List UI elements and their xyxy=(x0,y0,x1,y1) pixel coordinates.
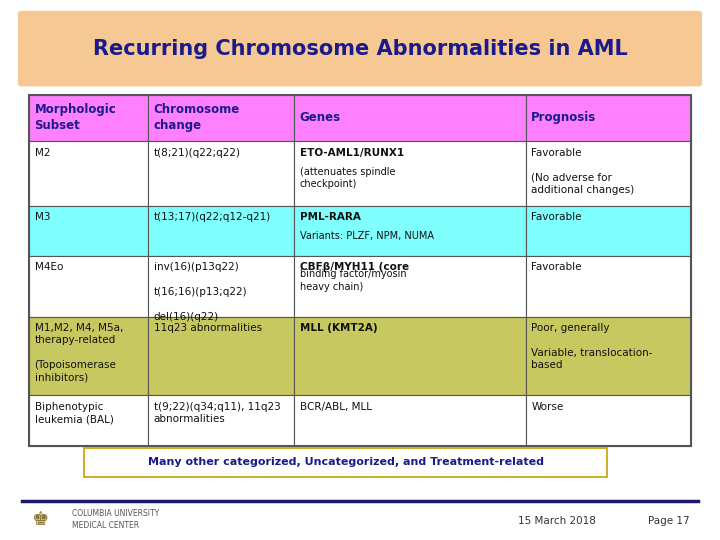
Bar xyxy=(526,395,691,445)
FancyBboxPatch shape xyxy=(84,448,607,477)
Text: Favorable: Favorable xyxy=(531,262,582,272)
Text: binding factor/myosin
heavy chain): binding factor/myosin heavy chain) xyxy=(300,269,406,292)
Text: Biphenotypic
leukemia (BAL): Biphenotypic leukemia (BAL) xyxy=(35,402,114,424)
Text: BCR/ABL, MLL: BCR/ABL, MLL xyxy=(300,402,372,412)
Text: PML-RARA: PML-RARA xyxy=(300,212,361,222)
Bar xyxy=(148,255,294,316)
Bar xyxy=(29,206,148,255)
Bar xyxy=(148,141,294,206)
Bar xyxy=(294,316,526,395)
Text: Variants: PLZF, NPM, NUMA: Variants: PLZF, NPM, NUMA xyxy=(300,219,433,241)
Text: MLL (KMT2A): MLL (KMT2A) xyxy=(300,323,377,333)
Bar xyxy=(29,141,148,206)
Bar xyxy=(294,94,526,141)
Bar xyxy=(148,316,294,395)
Text: Recurring Chromosome Abnormalities in AML: Recurring Chromosome Abnormalities in AM… xyxy=(93,38,627,59)
Bar xyxy=(29,255,148,316)
Bar xyxy=(526,141,691,206)
Text: t(9;22)(q34;q11), 11q23
abnormalities: t(9;22)(q34;q11), 11q23 abnormalities xyxy=(154,402,281,424)
Text: Page 17: Page 17 xyxy=(648,516,690,526)
Bar xyxy=(29,94,148,141)
Text: COLUMBIA UNIVERSITY
MEDICAL CENTER: COLUMBIA UNIVERSITY MEDICAL CENTER xyxy=(72,509,159,530)
Text: (attenuates spindle
checkpoint): (attenuates spindle checkpoint) xyxy=(300,154,395,190)
Text: Prognosis: Prognosis xyxy=(531,111,597,124)
Bar xyxy=(294,206,526,255)
Text: t(13;17)(q22;q12-q21): t(13;17)(q22;q12-q21) xyxy=(154,212,271,222)
Bar xyxy=(148,395,294,445)
Bar xyxy=(294,395,526,445)
Bar xyxy=(526,94,691,141)
Bar xyxy=(526,255,691,316)
Bar xyxy=(526,206,691,255)
Bar xyxy=(29,94,691,445)
Text: ♚: ♚ xyxy=(31,510,48,529)
Text: Favorable: Favorable xyxy=(531,212,582,222)
Text: M4Eo: M4Eo xyxy=(35,262,63,272)
Text: M1,M2, M4, M5a,
therapy-related

(Topoisomerase
inhibitors): M1,M2, M4, M5a, therapy-related (Topoiso… xyxy=(35,323,123,383)
Text: Chromosome
change: Chromosome change xyxy=(154,103,240,132)
Text: Poor, generally

Variable, translocation-
based: Poor, generally Variable, translocation-… xyxy=(531,323,653,370)
Text: t(8;21)(q22;q22): t(8;21)(q22;q22) xyxy=(154,147,240,158)
Text: 11q23 abnormalities: 11q23 abnormalities xyxy=(154,323,262,333)
Bar xyxy=(294,141,526,206)
Bar xyxy=(29,316,148,395)
Text: Favorable

(No adverse for
additional changes): Favorable (No adverse for additional cha… xyxy=(531,147,634,195)
Text: Many other categorized, Uncategorized, and Treatment-related: Many other categorized, Uncategorized, a… xyxy=(148,457,544,467)
Text: M3: M3 xyxy=(35,212,50,222)
Bar xyxy=(294,255,526,316)
Bar xyxy=(526,316,691,395)
Bar xyxy=(148,206,294,255)
Text: CBFβ/MYH11 (core: CBFβ/MYH11 (core xyxy=(300,262,409,272)
Bar xyxy=(29,395,148,445)
Text: M2: M2 xyxy=(35,147,50,158)
FancyBboxPatch shape xyxy=(18,11,702,86)
Text: Genes: Genes xyxy=(300,111,341,124)
Text: Morphologic
Subset: Morphologic Subset xyxy=(35,103,117,132)
Text: Worse: Worse xyxy=(531,402,564,412)
Text: ETO-AML1/RUNX1: ETO-AML1/RUNX1 xyxy=(300,147,404,158)
Text: 15 March 2018: 15 March 2018 xyxy=(518,516,596,526)
Bar xyxy=(148,94,294,141)
Text: inv(16)(p13q22)

t(16;16)(p13;q22)

del(16)(q22): inv(16)(p13q22) t(16;16)(p13;q22) del(16… xyxy=(154,262,248,322)
